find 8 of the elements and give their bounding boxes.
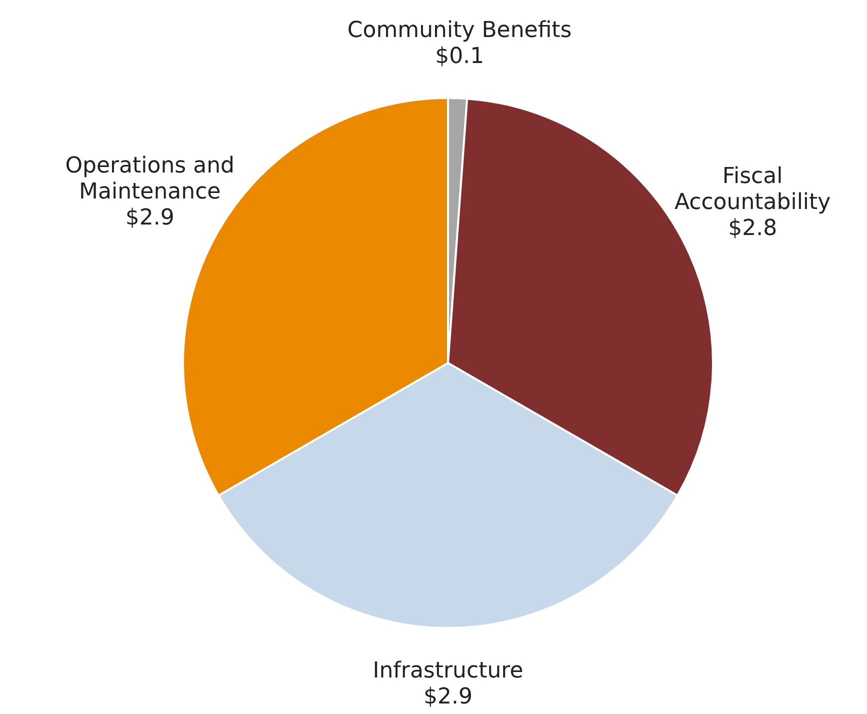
slice-label: Operations and Maintenance (65, 154, 235, 205)
data-label: $2.9 (125, 206, 174, 231)
slice-label: Infrastructure (372, 658, 524, 684)
slice-label: Community Benefits (347, 18, 572, 43)
slice-label: Fiscal Accountability (674, 164, 831, 216)
data-label: $2.8 (728, 216, 778, 242)
data-label: $2.9 (424, 684, 472, 710)
data-label: $0.1 (435, 44, 484, 69)
